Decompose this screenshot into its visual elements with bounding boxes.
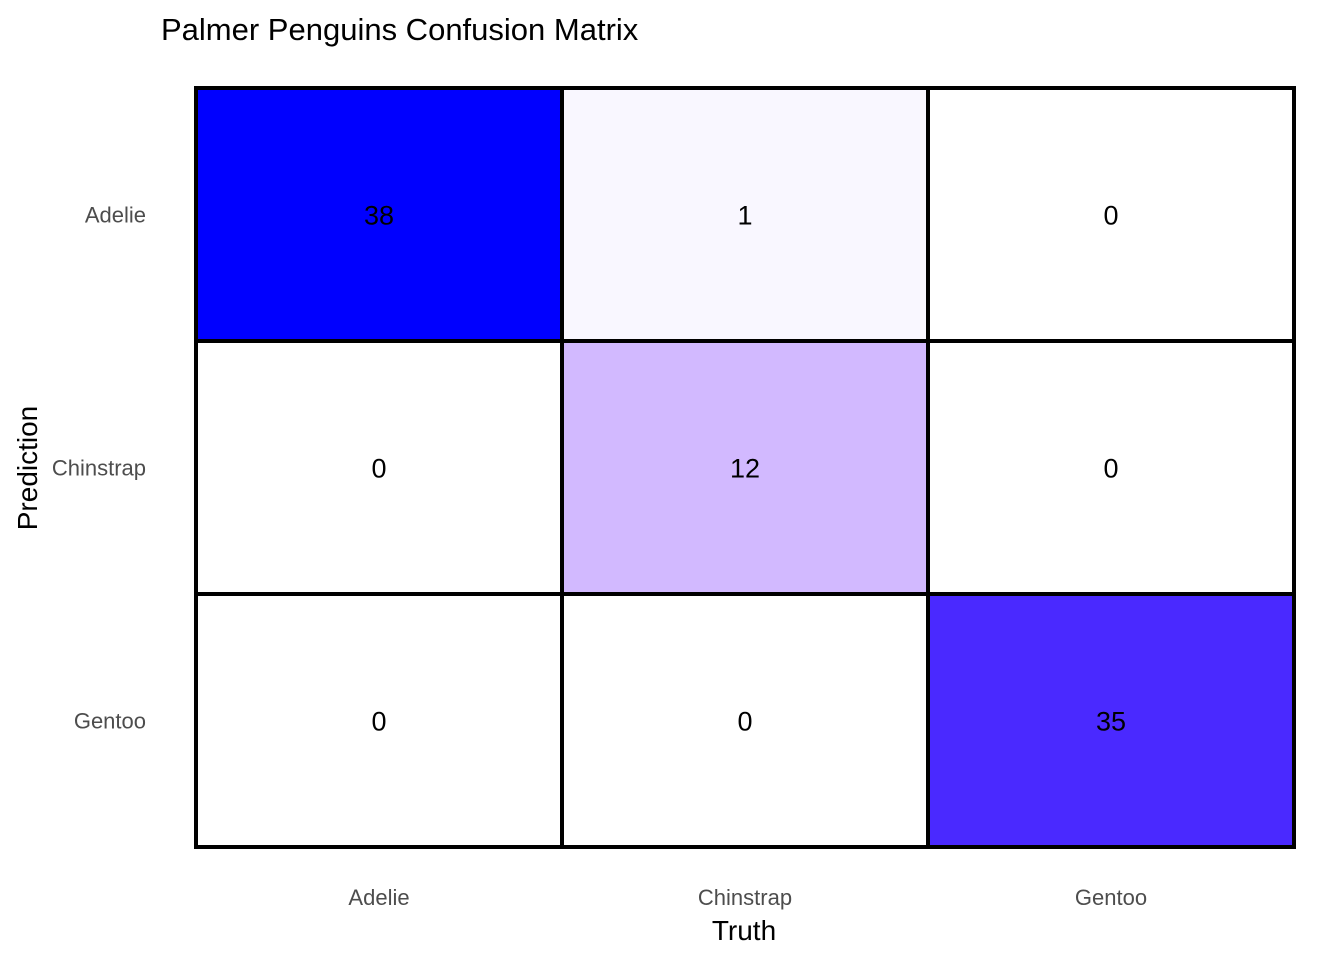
cell-value-gentoo-chinstrap: 0 [737, 707, 752, 737]
x-tick-chinstrap: Chinstrap [698, 885, 792, 910]
heatmap-cell-gentoo-adelie [194, 592, 564, 849]
x-axis-title: Truth [712, 915, 776, 946]
heatmap-cell-gentoo-gentoo [926, 592, 1296, 849]
cell-value-adelie-chinstrap: 1 [737, 201, 752, 231]
x-tick-adelie: Adelie [348, 885, 409, 910]
x-axis-tick-labels: Adelie Chinstrap Gentoo [348, 885, 1147, 910]
cell-value-chinstrap-chinstrap: 12 [730, 454, 760, 484]
cell-value-chinstrap-gentoo: 0 [1103, 454, 1118, 484]
cell-value-chinstrap-adelie: 0 [371, 454, 386, 484]
cell-value-gentoo-gentoo: 35 [1096, 707, 1126, 737]
y-axis-tick-labels: Adelie Chinstrap Gentoo [52, 203, 146, 734]
heatmap-cell-chinstrap-adelie [194, 339, 564, 596]
heatmap-cell-labels: 38 1 0 0 12 0 0 0 35 [364, 201, 1126, 737]
y-tick-gentoo: Gentoo [74, 709, 146, 734]
x-tick-gentoo: Gentoo [1075, 885, 1147, 910]
heatmap-cell-adelie-chinstrap [560, 86, 930, 343]
chart-title: Palmer Penguins Confusion Matrix [161, 12, 639, 47]
heatmap-cell-adelie-gentoo [926, 86, 1296, 343]
heatmap-cell-gentoo-chinstrap [560, 592, 930, 849]
heatmap-cells [194, 86, 1296, 849]
heatmap-cell-chinstrap-gentoo [926, 339, 1296, 596]
y-tick-adelie: Adelie [85, 203, 146, 228]
cell-value-gentoo-adelie: 0 [371, 707, 386, 737]
y-tick-chinstrap: Chinstrap [52, 456, 146, 481]
y-axis-title: Prediction [12, 406, 43, 531]
heatmap-cell-adelie-adelie [194, 86, 564, 343]
heatmap-cell-chinstrap-chinstrap [560, 339, 930, 596]
cell-value-adelie-gentoo: 0 [1103, 201, 1118, 231]
cell-value-adelie-adelie: 38 [364, 201, 394, 231]
